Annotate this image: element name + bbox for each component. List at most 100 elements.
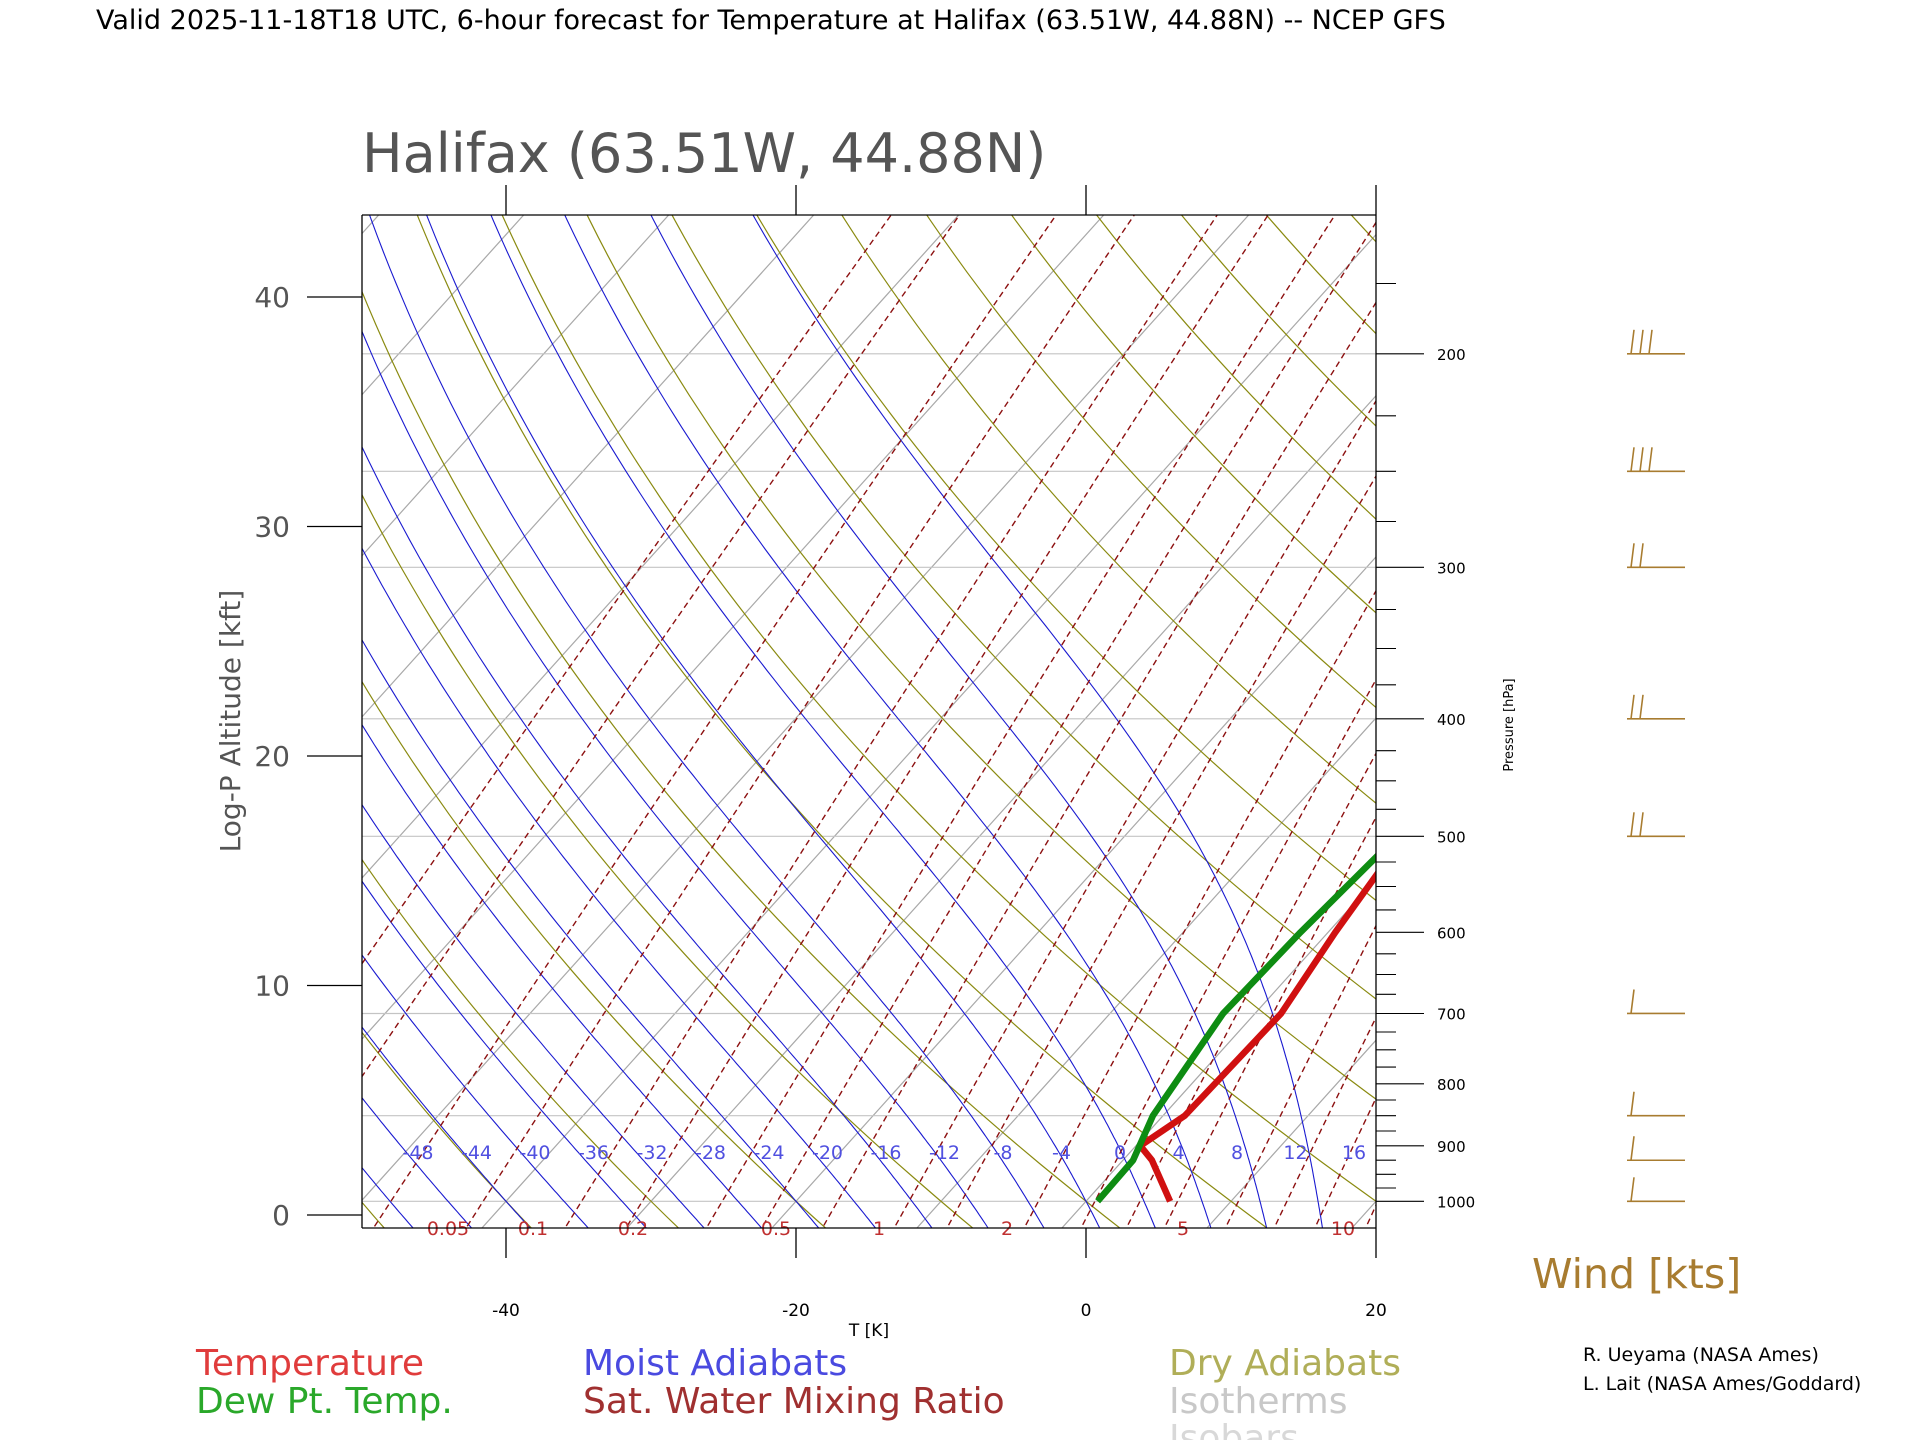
mixing-ratio-line xyxy=(564,215,1219,1228)
left-axis-tick-label: 30 xyxy=(254,511,290,544)
wind-label: Wind [kts] xyxy=(1532,1250,1741,1298)
credit-line-2: L. Lait (NASA Ames/Goddard) xyxy=(1583,1373,1861,1395)
mixing-ratio-line xyxy=(465,215,1136,1228)
right-axis-tick-label: 600 xyxy=(1437,924,1466,942)
isotherm-line xyxy=(626,394,1376,1228)
dry-adiabat-line xyxy=(586,215,1376,1100)
mixing-ratio-line xyxy=(893,399,1376,1228)
right-axis-tick-label: 800 xyxy=(1437,1076,1466,1094)
moist-adiabat-line xyxy=(362,803,705,1228)
legend-item: Dry Adiabats xyxy=(1169,1343,1401,1384)
profile-dew-pt-temp xyxy=(1095,852,1376,1204)
moist-adiabat-line xyxy=(362,1026,531,1228)
dry-adiabat-line xyxy=(416,215,1268,1228)
mixing-ratio-line xyxy=(946,474,1376,1228)
mixing-ratio-line xyxy=(1125,752,1376,1228)
left-axis-tick-label: 10 xyxy=(254,970,290,1003)
isotherm-line xyxy=(1476,202,1920,1251)
dry-adiabat-line xyxy=(362,1201,386,1228)
mixing-ratio-line xyxy=(362,215,892,965)
mixing-ratio-line xyxy=(362,215,961,1078)
profile-temperature xyxy=(1137,870,1376,1203)
isotherm-line xyxy=(362,215,1250,1202)
legend-item: Sat. Water Mixing Ratio xyxy=(583,1381,1005,1422)
moist-adiabat-label: -40 xyxy=(519,1142,550,1164)
moist-adiabat-label: -32 xyxy=(636,1142,667,1164)
moist-adiabat-line xyxy=(362,330,989,1228)
isotherm-line xyxy=(1911,202,1920,1251)
moist-adiabat-line xyxy=(362,1166,414,1228)
moist-adiabat-label: -16 xyxy=(870,1142,901,1164)
wind-barb xyxy=(1627,543,1685,569)
moist-adiabat-label: -12 xyxy=(929,1142,960,1164)
moist-adiabat-line xyxy=(564,215,1212,1228)
right-axis-tick-label: 1000 xyxy=(1437,1193,1475,1211)
wind-barb xyxy=(1627,447,1685,473)
x-axis-tick-label: -20 xyxy=(782,1301,810,1321)
mixing-ratio-line xyxy=(1521,202,1920,1251)
mixing-ratio-line xyxy=(1364,1203,1376,1228)
right-axis-label: Pressure [hPa] xyxy=(1502,678,1517,771)
moist-adiabat-line xyxy=(650,215,1268,1228)
moist-adiabat-label: 8 xyxy=(1231,1142,1243,1164)
moist-adiabat-label: 4 xyxy=(1172,1142,1184,1164)
page-header: Valid 2025-11-18T18 UTC, 6-hour forecast… xyxy=(96,5,1446,36)
dry-adiabat-line xyxy=(756,215,1376,902)
right-axis-tick-label: 500 xyxy=(1437,828,1466,846)
moist-adiabat-line xyxy=(362,445,933,1228)
mixing-ratio-line xyxy=(1273,1015,1376,1228)
moist-adiabat-line xyxy=(362,638,820,1228)
mixing-ratio-line xyxy=(625,215,1269,1228)
legend-item: Dew Pt. Temp. xyxy=(196,1381,453,1422)
mixing-ratio-line xyxy=(372,215,1057,1228)
x-axis-tick-label: -40 xyxy=(492,1301,520,1321)
wind-barb xyxy=(1627,1091,1685,1117)
mixing-ratio-line xyxy=(1224,924,1376,1228)
moist-adiabat-line xyxy=(752,215,1324,1228)
moist-adiabat-line xyxy=(426,215,1101,1228)
mixing-ratio-line xyxy=(1476,202,1920,1251)
dry-adiabat-line xyxy=(362,290,1121,1228)
right-axis-tick-label: 700 xyxy=(1437,1006,1466,1024)
isotherm-line xyxy=(1766,202,1920,1251)
mixing-ratio-label: 5 xyxy=(1177,1218,1189,1240)
moist-adiabat-line xyxy=(490,215,1156,1228)
dry-adiabat-line xyxy=(1180,215,1376,427)
left-axis-label: Log-P Altitude [kft] xyxy=(214,590,247,853)
mixing-ratio-label: 1 xyxy=(873,1218,885,1240)
moist-adiabat-line xyxy=(362,954,589,1228)
isotherm-line xyxy=(1351,1200,1376,1228)
moist-adiabat-label: -28 xyxy=(695,1142,726,1164)
moist-adiabat-label: -8 xyxy=(994,1142,1013,1164)
moist-adiabat-label: -20 xyxy=(812,1142,843,1164)
dry-adiabat-line xyxy=(841,215,1376,804)
dry-adiabat-line xyxy=(1593,202,1920,1251)
right-axis-tick-label: 900 xyxy=(1437,1138,1466,1156)
mixing-ratio-label: 0.2 xyxy=(618,1218,648,1240)
dry-adiabat-line xyxy=(362,680,827,1228)
isotherm-line xyxy=(362,215,1105,1040)
legend-item: Temperature xyxy=(195,1343,424,1384)
chart-title: Halifax (63.51W, 44.88N) xyxy=(362,122,1046,185)
left-axis-tick-label: 0 xyxy=(272,1199,290,1232)
mixing-ratio-label: 10 xyxy=(1331,1218,1355,1240)
wind-barb xyxy=(1627,812,1685,838)
isotherm-line xyxy=(1621,202,1920,1251)
moist-adiabat-label: -36 xyxy=(578,1142,609,1164)
moist-adiabat-label: -48 xyxy=(402,1142,433,1164)
moist-adiabat-line xyxy=(362,547,877,1228)
right-axis-tick-label: 400 xyxy=(1437,711,1466,729)
dry-adiabat-line xyxy=(926,215,1376,709)
mixing-ratio-label: 0.05 xyxy=(427,1218,469,1240)
isotherm-line xyxy=(0,202,100,1251)
profiles xyxy=(1095,852,1376,1204)
dry-adiabat-line xyxy=(501,215,1376,1203)
left-axis-tick-label: 40 xyxy=(254,281,290,314)
mixing-ratio-label: 0.1 xyxy=(518,1218,548,1240)
legend-item: Isotherms xyxy=(1169,1381,1347,1422)
wind-barb xyxy=(1627,989,1685,1015)
credit-line-1: R. Ueyama (NASA Ames) xyxy=(1583,1344,1819,1366)
isotherm-line xyxy=(362,215,960,879)
